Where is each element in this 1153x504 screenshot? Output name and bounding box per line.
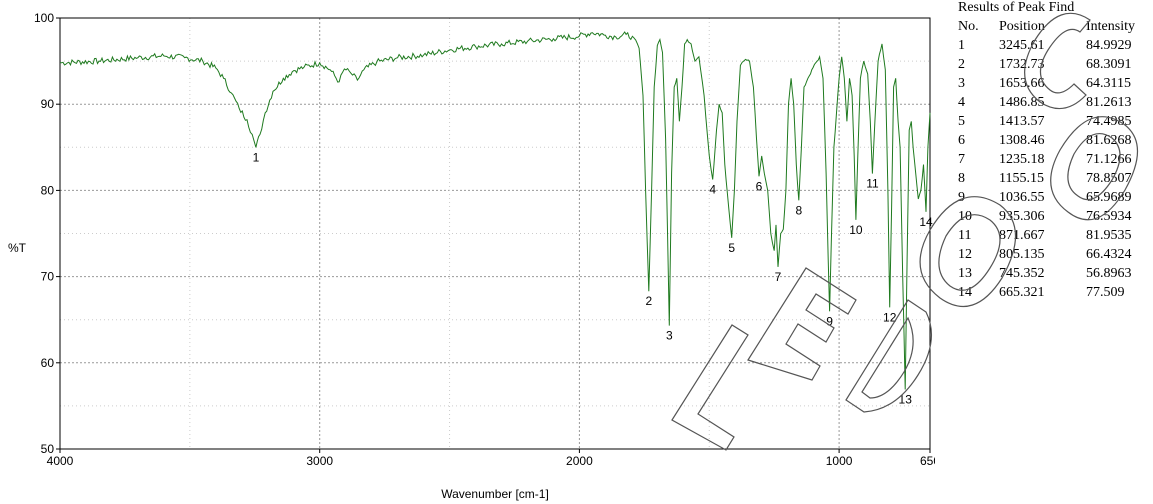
peak-position-cell: 1235.18 bbox=[999, 152, 1045, 167]
tick-labels: 4000 3000 2000 1000 650 50 60 70 80 90 100 bbox=[34, 11, 935, 468]
y-axis-label: %T bbox=[8, 241, 27, 255]
peak-table-row: 14 665.321 77.509 bbox=[958, 283, 1146, 302]
peak-no-cell: 1 bbox=[958, 38, 965, 53]
peak-position-cell: 1732.73 bbox=[999, 57, 1045, 72]
peak-table-row: 9 1036.55 65.9689 bbox=[958, 188, 1146, 207]
peak-table-row: 3 1653.66 64.3115 bbox=[958, 74, 1146, 93]
peak-position-cell: 3245.61 bbox=[999, 38, 1045, 53]
peak-table-row: 4 1486.85 81.2613 bbox=[958, 93, 1146, 112]
peak-intensity-cell: 68.3091 bbox=[1086, 57, 1132, 72]
peak-table-body: 1 3245.61 84.9929 2 1732.73 68.3091 3 1653.66 64… bbox=[958, 36, 1146, 302]
peak-intensity-cell: 77.509 bbox=[1086, 285, 1125, 300]
peak-table-row: 2 1732.73 68.3091 bbox=[958, 55, 1146, 74]
ir-spectrum-chart: 40003000200010006505060708090100 1234567… bbox=[8, 11, 935, 501]
peak-intensity-cell: 84.9929 bbox=[1086, 38, 1132, 53]
x-axis-label: Wavenumber [cm-1] bbox=[441, 487, 549, 501]
peak-intensity-cell: 81.9535 bbox=[1086, 228, 1132, 243]
peak-label-2: 2 bbox=[645, 294, 652, 308]
peak-no-cell: 8 bbox=[958, 171, 965, 186]
peak-position-cell: 935.306 bbox=[999, 209, 1045, 224]
peak-label-13: 13 bbox=[899, 393, 913, 407]
peak-label-3: 3 bbox=[666, 329, 673, 343]
peak-position-cell: 745.352 bbox=[999, 266, 1045, 281]
peak-table-grid: No. Position Intensity 1 3245.61 84.9929 2 1… bbox=[958, 17, 1146, 302]
x-tick-label: 650 bbox=[920, 454, 935, 468]
peak-label-4: 4 bbox=[709, 183, 716, 197]
x-tick-label: 1000 bbox=[826, 454, 853, 468]
peak-intensity-cell: 81.6268 bbox=[1086, 133, 1132, 148]
peak-intensity-cell: 76.5934 bbox=[1086, 209, 1132, 224]
x-tick-label: 4000 bbox=[47, 454, 74, 468]
peak-no-cell: 6 bbox=[958, 133, 965, 148]
peak-label-5: 5 bbox=[728, 241, 735, 255]
peak-table-row: 13 745.352 56.8963 bbox=[958, 264, 1146, 283]
y-tick-label: 60 bbox=[41, 356, 55, 370]
peak-label-7: 7 bbox=[775, 270, 782, 284]
peak-label-8: 8 bbox=[795, 203, 802, 217]
peak-table-header: No. Position Intensity bbox=[958, 17, 1146, 36]
peak-position-cell: 1308.46 bbox=[999, 133, 1045, 148]
peak-table-title: Results of Peak Find bbox=[958, 0, 1075, 15]
peak-no-cell: 5 bbox=[958, 114, 965, 129]
x-tick-label: 2000 bbox=[566, 454, 593, 468]
peak-no-cell: 7 bbox=[958, 152, 965, 167]
peak-no-cell: 3 bbox=[958, 76, 965, 91]
grid-lines bbox=[60, 18, 930, 449]
peak-position-cell: 805.135 bbox=[999, 247, 1045, 262]
peak-no-cell: 2 bbox=[958, 57, 965, 72]
peak-no-cell: 4 bbox=[958, 95, 965, 110]
peak-intensity-cell: 71.1266 bbox=[1086, 152, 1132, 167]
peak-table-row: 10 935.306 76.5934 bbox=[958, 207, 1146, 226]
peak-position-cell: 1413.57 bbox=[999, 114, 1045, 129]
spectrum-line bbox=[60, 31, 931, 390]
peak-intensity-cell: 64.3115 bbox=[1086, 76, 1131, 91]
y-tick-label: 80 bbox=[41, 183, 55, 197]
peak-position-cell: 1036.55 bbox=[999, 190, 1045, 205]
tick-marks bbox=[56, 17, 931, 453]
peak-intensity-cell: 78.8507 bbox=[1086, 171, 1132, 186]
peak-intensity-cell: 66.4324 bbox=[1086, 247, 1132, 262]
y-tick-label: 70 bbox=[41, 270, 55, 284]
peak-intensity-cell: 81.2613 bbox=[1086, 95, 1132, 110]
peak-position-cell: 1486.85 bbox=[999, 95, 1045, 110]
peak-intensity-cell: 65.9689 bbox=[1086, 190, 1132, 205]
col-position-header: Position bbox=[999, 19, 1045, 34]
peak-table-row: 6 1308.46 81.6268 bbox=[958, 131, 1146, 150]
peak-no-cell: 11 bbox=[958, 228, 972, 243]
col-no-header: No. bbox=[958, 19, 979, 34]
peak-table-row: 12 805.135 66.4324 bbox=[958, 245, 1146, 264]
peak-position-cell: 1155.15 bbox=[999, 171, 1044, 186]
peak-no-cell: 14 bbox=[958, 285, 972, 300]
peak-table-row: 1 3245.61 84.9929 bbox=[958, 36, 1146, 55]
x-tick-label: 3000 bbox=[306, 454, 333, 468]
peak-intensity-cell: 74.4985 bbox=[1086, 114, 1132, 129]
y-tick-label: 90 bbox=[41, 97, 55, 111]
peak-position-cell: 871.667 bbox=[999, 228, 1045, 243]
peak-table-row: 7 1235.18 71.1266 bbox=[958, 150, 1146, 169]
peak-no-cell: 9 bbox=[958, 190, 965, 205]
peak-label-6: 6 bbox=[756, 179, 763, 193]
peak-no-cell: 13 bbox=[958, 266, 972, 281]
peak-table-row: 5 1413.57 74.4985 bbox=[958, 112, 1146, 131]
y-tick-label: 100 bbox=[34, 11, 54, 25]
peak-position-cell: 665.321 bbox=[999, 285, 1045, 300]
peak-results-table: Results of Peak Find No. Position Intens… bbox=[958, 0, 1146, 302]
plot-frame bbox=[59, 17, 931, 450]
col-intensity-header: Intensity bbox=[1086, 19, 1135, 34]
peak-label-1: 1 bbox=[253, 150, 260, 164]
peak-position-cell: 1653.66 bbox=[999, 76, 1045, 91]
peak-label-11: 11 bbox=[866, 177, 879, 191]
y-tick-label: 50 bbox=[41, 442, 55, 456]
peak-table-row: 8 1155.15 78.8507 bbox=[958, 169, 1146, 188]
peak-label-14: 14 bbox=[919, 215, 933, 229]
peak-table-row: 11 871.667 81.9535 bbox=[958, 226, 1146, 245]
peak-no-cell: 12 bbox=[958, 247, 972, 262]
peak-label-12: 12 bbox=[883, 310, 897, 324]
peak-no-cell: 10 bbox=[958, 209, 972, 224]
peak-label-10: 10 bbox=[849, 223, 863, 237]
peak-intensity-cell: 56.8963 bbox=[1086, 266, 1132, 281]
peak-label-9: 9 bbox=[826, 314, 833, 328]
